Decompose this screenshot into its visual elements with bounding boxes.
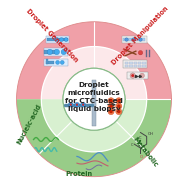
Circle shape	[75, 102, 79, 107]
Text: Protein: Protein	[65, 171, 92, 177]
Circle shape	[54, 49, 60, 55]
Circle shape	[61, 49, 67, 55]
Circle shape	[47, 49, 53, 55]
Text: Droplet Generation: Droplet Generation	[25, 8, 79, 64]
Text: C: C	[138, 136, 141, 140]
Wedge shape	[17, 99, 171, 177]
Circle shape	[55, 38, 59, 42]
Bar	[46, 36, 69, 43]
Bar	[44, 50, 56, 53]
Circle shape	[116, 108, 122, 115]
Circle shape	[117, 105, 120, 108]
Circle shape	[76, 104, 78, 106]
Circle shape	[138, 51, 143, 55]
Circle shape	[139, 38, 142, 41]
Circle shape	[81, 102, 86, 107]
Wedge shape	[41, 99, 147, 152]
Text: Nucleic-acid: Nucleic-acid	[16, 103, 42, 145]
Bar	[142, 62, 146, 64]
Bar	[46, 59, 48, 64]
Wedge shape	[41, 46, 147, 99]
Bar	[125, 62, 128, 64]
Bar	[133, 65, 137, 67]
Bar	[127, 72, 148, 79]
Circle shape	[108, 98, 114, 104]
Text: Droplet
microfluidics
for CTC-based
liquid biopsy: Droplet microfluidics for CTC-based liqu…	[65, 82, 123, 112]
Circle shape	[116, 98, 122, 104]
Circle shape	[70, 104, 72, 106]
Circle shape	[108, 103, 114, 109]
Circle shape	[63, 68, 125, 130]
Circle shape	[56, 60, 60, 64]
Bar	[142, 65, 146, 67]
Circle shape	[68, 102, 73, 107]
Bar	[44, 59, 68, 66]
Circle shape	[132, 74, 134, 77]
Circle shape	[116, 103, 122, 109]
Bar	[138, 62, 141, 64]
Bar	[44, 48, 68, 56]
Bar	[138, 65, 141, 67]
Bar	[125, 65, 128, 67]
Circle shape	[60, 38, 63, 42]
Bar	[92, 80, 96, 126]
Text: OH: OH	[147, 132, 153, 136]
Circle shape	[110, 99, 112, 102]
Bar	[129, 65, 133, 67]
Bar	[47, 38, 68, 41]
Circle shape	[110, 110, 112, 113]
Bar	[122, 36, 147, 43]
Circle shape	[125, 38, 128, 41]
Text: O: O	[140, 155, 143, 159]
Text: Droplet Manipulation: Droplet Manipulation	[111, 5, 170, 66]
Bar	[133, 62, 137, 64]
Circle shape	[140, 73, 144, 78]
Circle shape	[132, 38, 135, 41]
Circle shape	[117, 110, 120, 113]
Circle shape	[117, 99, 120, 102]
Circle shape	[60, 60, 64, 64]
Bar	[129, 62, 133, 64]
Wedge shape	[17, 22, 171, 99]
Bar	[124, 60, 147, 68]
Circle shape	[130, 73, 135, 78]
Bar	[46, 61, 54, 64]
Text: C: C	[131, 143, 133, 147]
Circle shape	[110, 105, 112, 108]
Circle shape	[64, 38, 68, 42]
Bar	[123, 38, 145, 41]
Circle shape	[108, 108, 114, 115]
Text: Metabolic: Metabolic	[132, 136, 159, 168]
Circle shape	[82, 104, 84, 106]
